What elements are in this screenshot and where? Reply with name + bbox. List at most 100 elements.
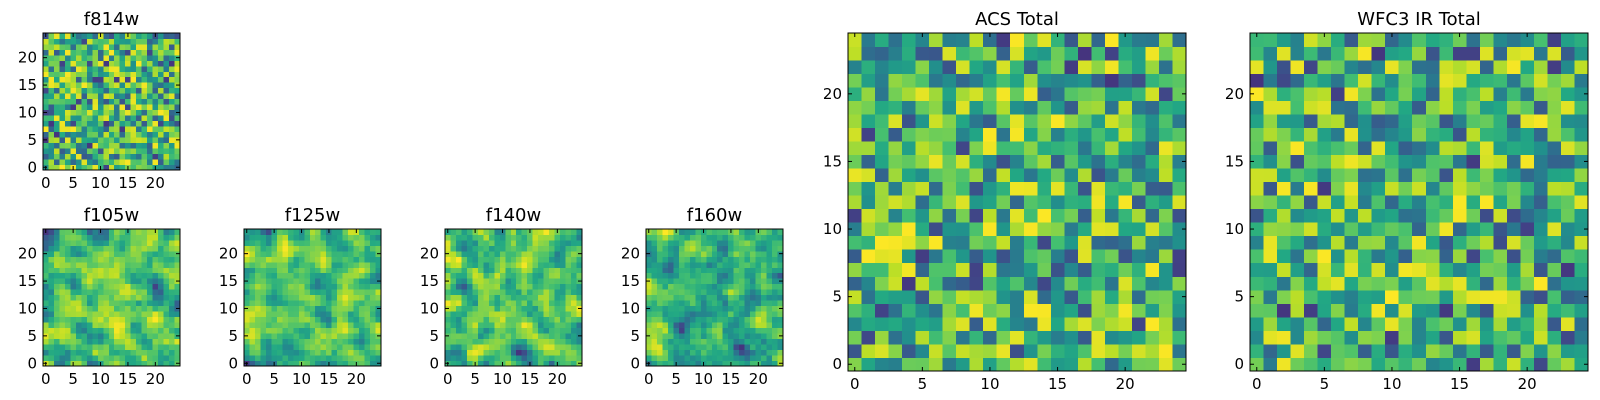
heatmap-cell bbox=[1304, 181, 1318, 196]
heatmap-cell bbox=[1506, 100, 1521, 115]
heatmap-cell bbox=[1104, 262, 1119, 277]
heatmap-cell bbox=[1358, 222, 1373, 237]
heatmap-cell bbox=[1023, 114, 1038, 129]
heatmap-cell bbox=[969, 33, 984, 47]
heatmap-cell bbox=[728, 283, 735, 290]
heatmap-cell bbox=[342, 256, 349, 263]
heatmap-cell bbox=[86, 87, 93, 94]
heatmap-cell bbox=[353, 278, 360, 285]
heatmap-cell bbox=[287, 300, 294, 307]
heatmap-cell bbox=[141, 355, 148, 361]
heatmap-cell bbox=[1479, 141, 1494, 156]
heatmap-cell bbox=[466, 234, 473, 241]
heatmap-cell bbox=[1398, 46, 1413, 61]
heatmap-cell bbox=[53, 360, 60, 367]
heatmap-cell bbox=[260, 250, 267, 257]
heatmap-cell bbox=[348, 289, 354, 296]
heatmap-cell bbox=[75, 250, 82, 257]
heatmap-cell bbox=[1344, 114, 1359, 129]
heatmap-cell bbox=[667, 272, 674, 279]
heatmap-cell bbox=[53, 344, 60, 350]
heatmap-cell bbox=[114, 300, 121, 307]
heatmap-cell bbox=[152, 294, 159, 301]
heatmap-cell bbox=[450, 239, 457, 246]
panel-frame-f125w bbox=[243, 228, 382, 367]
heatmap-cell bbox=[370, 305, 376, 312]
heatmap-cell bbox=[560, 256, 566, 263]
heatmap-cell bbox=[510, 333, 517, 339]
heatmap-cell bbox=[915, 330, 930, 345]
heatmap-cell bbox=[1118, 87, 1133, 101]
heatmap-cell bbox=[888, 343, 903, 358]
heatmap-cell bbox=[673, 300, 680, 307]
heatmap-cell bbox=[119, 349, 126, 356]
heatmap-cell bbox=[265, 245, 272, 252]
heatmap-cell bbox=[1344, 46, 1359, 61]
heatmap-cell bbox=[103, 38, 110, 45]
heatmap-cell bbox=[728, 333, 735, 339]
heatmap-cell bbox=[929, 262, 944, 277]
heatmap-cell bbox=[755, 261, 762, 268]
heatmap-cell bbox=[276, 261, 283, 268]
heatmap-cell bbox=[130, 65, 137, 72]
heatmap-cell bbox=[521, 322, 528, 329]
heatmap-cell bbox=[1371, 114, 1386, 129]
heatmap-cell bbox=[722, 349, 729, 356]
heatmap-cell bbox=[141, 98, 148, 105]
heatmap-cell bbox=[651, 333, 658, 339]
heatmap-cell bbox=[983, 168, 998, 183]
heatmap-cell bbox=[450, 300, 457, 307]
heatmap-cell bbox=[1304, 60, 1318, 74]
heatmap-cell bbox=[1158, 235, 1173, 250]
heatmap-cell bbox=[466, 256, 473, 263]
heatmap-cell bbox=[81, 344, 88, 350]
heatmap-cell bbox=[97, 305, 104, 312]
heatmap-cell bbox=[1091, 181, 1106, 196]
heatmap-cell bbox=[136, 294, 143, 301]
heatmap-cell bbox=[108, 278, 115, 285]
heatmap-cell bbox=[348, 245, 354, 252]
heatmap-cell bbox=[92, 355, 99, 361]
heatmap-cell bbox=[337, 327, 344, 334]
heatmap-cell bbox=[777, 327, 784, 334]
heatmap-cell bbox=[86, 131, 93, 138]
heatmap-cell bbox=[254, 256, 261, 263]
heatmap-cell bbox=[103, 278, 110, 285]
heatmap-cell bbox=[293, 239, 300, 246]
heatmap-cell bbox=[147, 294, 153, 301]
heatmap-cell bbox=[538, 267, 545, 274]
heatmap-cell bbox=[64, 245, 71, 252]
heatmap-cell bbox=[331, 234, 338, 241]
heatmap-cell bbox=[532, 322, 539, 329]
heatmap-cell bbox=[298, 261, 305, 268]
heatmap-cell bbox=[97, 87, 104, 94]
heatmap-cell bbox=[565, 316, 572, 323]
heatmap-cell bbox=[777, 294, 784, 301]
heatmap-cell bbox=[1344, 303, 1359, 318]
heatmap-cell bbox=[1425, 222, 1440, 237]
heatmap-cell bbox=[114, 316, 121, 323]
heatmap-cell bbox=[136, 245, 143, 252]
heatmap-cell bbox=[174, 229, 181, 235]
heatmap-cell bbox=[364, 316, 371, 323]
heatmap-cell bbox=[348, 278, 354, 285]
x-tick-label: 10 bbox=[1382, 375, 1401, 393]
heatmap-cell bbox=[996, 222, 1011, 237]
heatmap-cell bbox=[1077, 208, 1092, 223]
heatmap-cell bbox=[516, 294, 523, 301]
heatmap-cell bbox=[309, 229, 316, 235]
heatmap-cell bbox=[1304, 127, 1318, 142]
heatmap-cell bbox=[956, 222, 971, 237]
heatmap-cell bbox=[70, 250, 77, 257]
heatmap-cell bbox=[956, 289, 971, 304]
heatmap-cell bbox=[1439, 33, 1454, 47]
heatmap-cell bbox=[1425, 249, 1440, 264]
heatmap-cell bbox=[370, 327, 376, 334]
heatmap-cell bbox=[1263, 262, 1278, 277]
heatmap-cell bbox=[499, 316, 506, 323]
heatmap-cell bbox=[1358, 316, 1373, 331]
heatmap-cell bbox=[320, 333, 327, 339]
heatmap-cell bbox=[499, 289, 506, 296]
heatmap-cell bbox=[565, 239, 572, 246]
heatmap-cell bbox=[651, 294, 658, 301]
